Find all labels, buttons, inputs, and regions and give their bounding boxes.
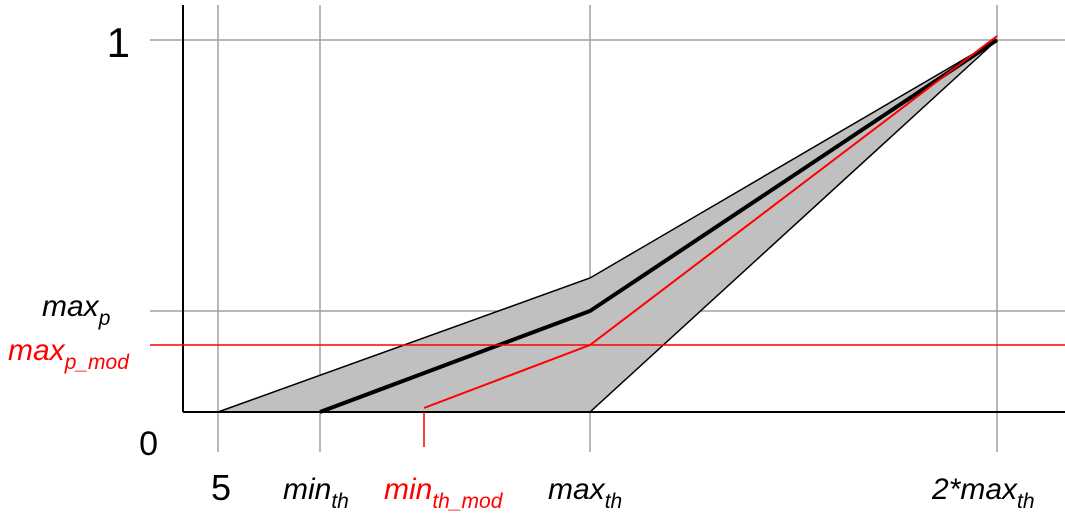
y-label-max-p-mod: maxp_mod — [8, 334, 130, 374]
max-p-mod-base: max — [8, 334, 66, 367]
y-label-one: 1 — [107, 19, 130, 66]
max-p-base: max — [42, 290, 100, 323]
min-th-mod-base: min — [384, 473, 432, 506]
x-label-max-th: maxth — [548, 473, 622, 513]
x-label-min-th-mod: minth_mod — [384, 473, 504, 513]
two-max-th-base: 2*max — [931, 473, 1018, 506]
x-label-2-max-th: 2*maxth — [931, 473, 1035, 513]
x-label-five: 5 — [211, 467, 231, 508]
probability-band — [217, 39, 998, 413]
two-max-th-sub: th — [1017, 490, 1035, 513]
axes — [182, 5, 1065, 413]
min-th-sub: th — [331, 490, 349, 513]
min-th-base: min — [283, 473, 331, 506]
min-th-mod-sub: th_mod — [432, 490, 503, 513]
x-label-min-th: minth — [283, 473, 349, 513]
max-th-base: max — [548, 473, 606, 506]
drop-probability-curve — [319, 38, 999, 414]
y-label-max-p: maxp — [42, 290, 110, 330]
y-label-zero: 0 — [139, 425, 158, 463]
max-th-sub: th — [605, 490, 623, 513]
max-p-sub: p — [98, 307, 111, 330]
max-p-mod-sub: p_mod — [64, 351, 131, 374]
